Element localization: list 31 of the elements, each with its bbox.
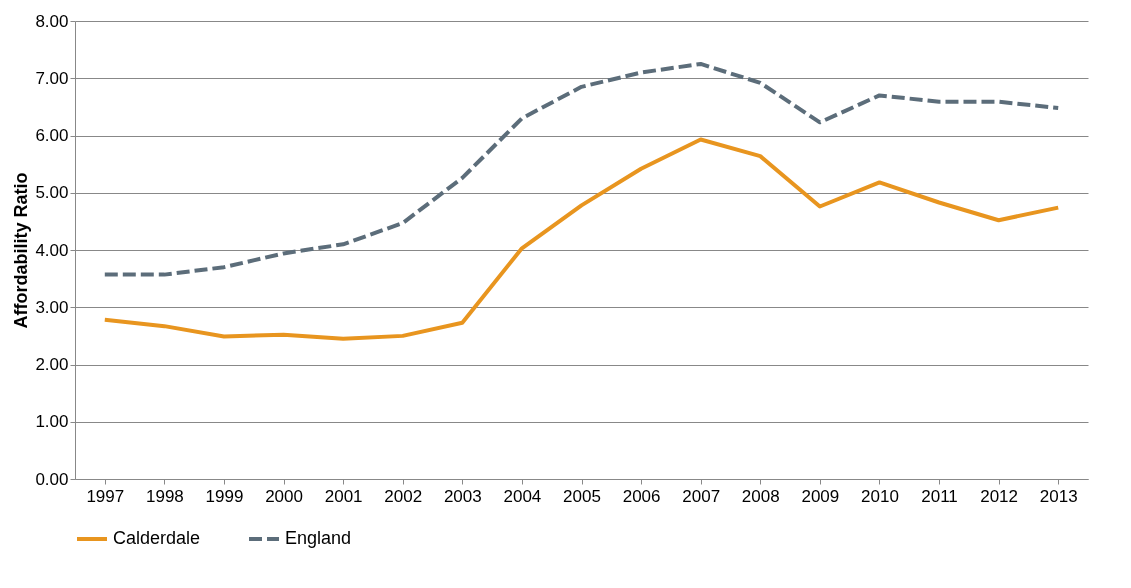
x-tick-label: 2010 [861, 486, 899, 506]
y-tick-label: 7.00 [35, 68, 69, 88]
x-tick-label: 2006 [622, 486, 661, 506]
x-tick-label: 2009 [801, 486, 840, 506]
legend-label: England [285, 528, 352, 548]
line-series [102, 137, 1061, 341]
x-tick-label: 2007 [682, 486, 721, 506]
x-tick-label: 2013 [1039, 486, 1078, 506]
x-tick-label: 1997 [86, 486, 125, 506]
x-tick-label: 2005 [563, 486, 601, 506]
x-tick-label: 1998 [145, 486, 184, 506]
y-tick-label: 6.00 [35, 126, 69, 145]
x-tick-label: 2001 [324, 486, 363, 506]
y-tick-label: 8.00 [35, 11, 69, 31]
x-tick-label: 2011 [921, 486, 958, 506]
y-axis-title: Affordability Ratio [11, 172, 32, 329]
line-series [102, 61, 1061, 277]
x-tick-label: 1999 [205, 486, 244, 506]
x-tick-label: 2012 [980, 486, 1019, 506]
y-tick-label: 2.00 [35, 355, 69, 374]
y-tick-label: 0.00 [35, 469, 69, 489]
legend-label: Calderdale [113, 528, 201, 548]
x-tick-label: 2008 [741, 486, 780, 506]
x-tick-label: 2002 [384, 486, 423, 506]
y-tick-label: 1.00 [35, 412, 69, 432]
x-tick-label: 2003 [443, 486, 482, 506]
x-tick-label: 2000 [265, 486, 303, 506]
x-tick-label: 2004 [503, 486, 542, 506]
y-tick-label: 3.00 [35, 297, 69, 317]
y-tick-label: 4.00 [35, 240, 69, 260]
y-tick-label: 5.00 [35, 183, 69, 203]
